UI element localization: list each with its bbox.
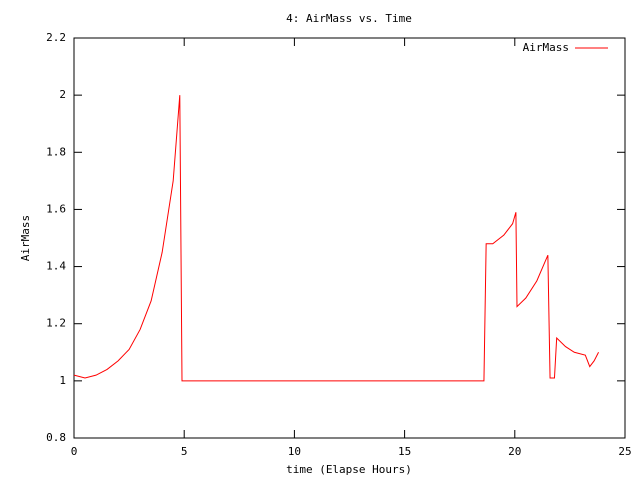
y-tick-label: 1.2 [46,317,66,330]
chart-title: 4: AirMass vs. Time [286,12,412,25]
y-tick-label: 1.6 [46,202,66,215]
plot-frame [73,37,626,439]
x-axis-label: time (Elapse Hours) [286,463,412,476]
legend-label: AirMass [523,41,569,54]
y-tick-label: 1 [59,374,66,387]
y-tick-label: 2 [59,88,66,101]
x-tick-label: 5 [181,445,188,458]
x-tick-label: 25 [618,445,631,458]
y-tick-label: 2.2 [46,31,66,44]
x-tick-label: 20 [508,445,521,458]
x-tick-label: 15 [398,445,411,458]
y-tick-label: 0.8 [46,431,66,444]
data-line [73,95,599,382]
x-tick-label: 10 [288,445,301,458]
y-axis-label: AirMass [19,215,32,261]
x-tick-label: 0 [71,445,78,458]
y-tick-label: 1.8 [46,145,66,158]
y-tick-label: 1.4 [46,260,66,273]
